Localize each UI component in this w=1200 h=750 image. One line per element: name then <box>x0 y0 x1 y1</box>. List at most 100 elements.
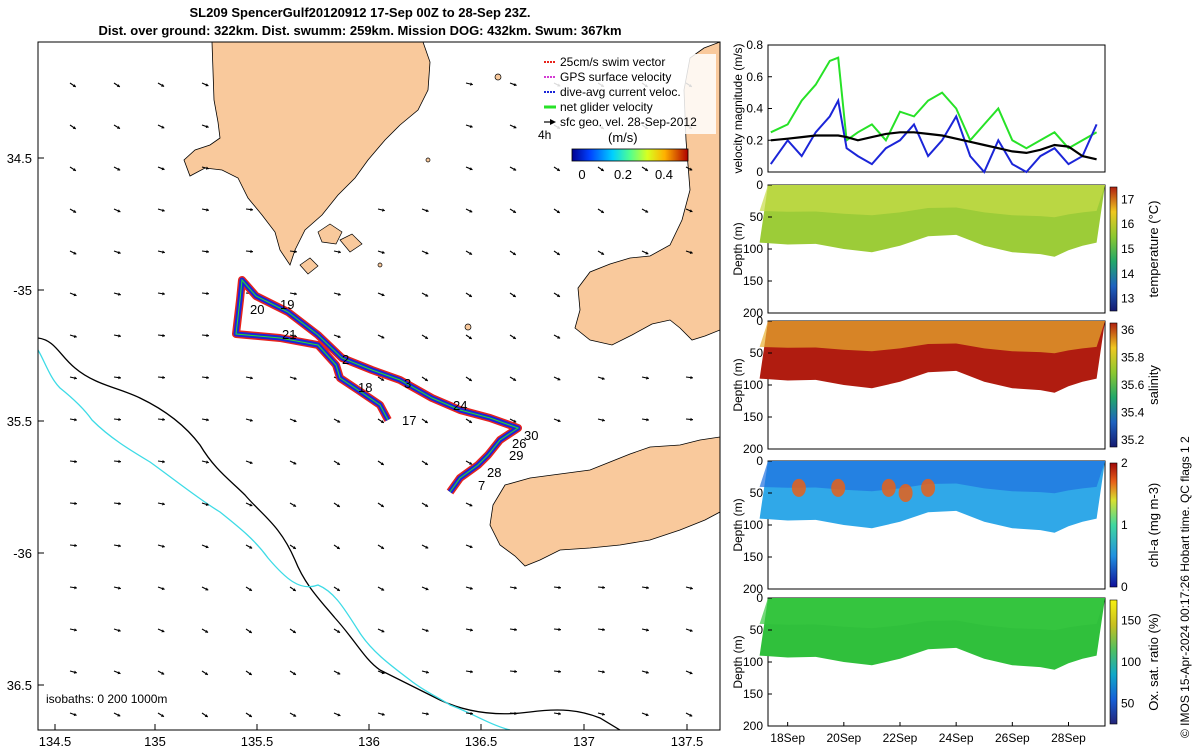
sfc-velocity-arrowhead <box>117 671 121 675</box>
sfc-velocity-arrowhead <box>337 671 341 675</box>
depth-y-tick-label: 50 <box>750 623 764 637</box>
track-day-label: 17 <box>402 413 416 428</box>
sfc-velocity-arrowhead <box>558 712 561 716</box>
colorbar-tick-label: 35.4 <box>1121 406 1145 420</box>
sfc-velocity-arrowhead <box>470 711 473 716</box>
colorbar-tick-label: 2 <box>1121 456 1128 470</box>
sfc-velocity-arrowhead <box>602 585 605 590</box>
sfc-velocity-arrowhead <box>424 378 428 381</box>
depth-y-tick-label: 150 <box>743 410 763 424</box>
sfc-velocity-arrowhead <box>601 376 605 381</box>
velocity-series-line <box>770 56 1098 150</box>
sfc-velocity-arrowhead <box>73 670 77 674</box>
chl-patch <box>881 478 896 497</box>
speed-colorbar <box>571 148 689 162</box>
date-x-tick-label: 18Sep <box>770 731 805 745</box>
sfc-velocity-arrowhead <box>249 418 253 422</box>
map-y-tick-label: 35.5 <box>7 414 32 429</box>
sfc-velocity-arrowhead <box>425 670 429 674</box>
sfc-velocity-arrowhead <box>512 209 516 213</box>
sfc-velocity-arrowhead <box>206 208 209 212</box>
sfc-velocity-arrowhead <box>206 375 209 380</box>
track-day-label: 20 <box>250 302 264 317</box>
sfc-velocity-arrowhead <box>468 419 472 423</box>
section-colorbar-label: temperature (°C) <box>1146 201 1161 298</box>
sfc-velocity-arrowhead <box>117 209 121 213</box>
legend-gps-velocity: GPS surface velocity <box>560 70 671 84</box>
depth-y-tick-label: 200 <box>743 306 763 320</box>
track-day-label: 3 <box>404 376 411 391</box>
sfc-velocity-arrowhead <box>74 376 77 380</box>
sfc-velocity-arrowhead <box>162 459 165 464</box>
net-velocity-trace <box>235 278 520 493</box>
map-y-tick-label: 36.5 <box>7 678 32 693</box>
depth-y-tick-label: 200 <box>743 719 763 733</box>
sfc-velocity-arrowhead <box>73 251 77 255</box>
colorbar-tick-label: 50 <box>1121 696 1135 710</box>
sfc-velocity-arrowhead <box>337 292 341 296</box>
colorbar-tick-label: 13 <box>1121 292 1135 306</box>
depth-panel: 0 50 100 150 200 Depth (m) 35.2 35.4 35.6 35.8 36 s… <box>731 314 1161 456</box>
sfc-velocity-arrowhead <box>337 334 341 339</box>
section-colorbar-label: Ox. sat. ratio (%) <box>1146 613 1161 711</box>
colorbar-tick-label: 36 <box>1121 323 1135 337</box>
land-yorke-peninsula <box>574 42 720 346</box>
sfc-velocity-arrowhead <box>690 375 693 380</box>
sfc-velocity-arrowhead <box>381 250 385 255</box>
track-day-label: 21 <box>282 327 296 342</box>
land-eyre-peninsula <box>183 42 431 266</box>
sfc-velocity-arrowhead <box>161 544 165 548</box>
sfc-velocity-arrowhead <box>249 503 253 507</box>
sfc-velocity-arrowhead <box>118 417 121 422</box>
depth-y-tick-label: 150 <box>743 687 763 701</box>
sfc-velocity-arrowhead <box>470 670 473 674</box>
sfc-velocity-arrowhead <box>74 459 77 464</box>
sfc-velocity-arrowhead <box>557 377 561 381</box>
sfc-velocity-arrowhead <box>424 420 428 423</box>
sfc-velocity-arrowhead <box>337 419 341 423</box>
section-colorbar <box>1109 186 1118 312</box>
sfc-velocity-arrowhead <box>116 84 120 87</box>
sfc-velocity-arrowhead <box>74 585 77 590</box>
sfc-velocity-arrowhead <box>292 630 296 633</box>
track-day-label: 30 <box>524 428 538 443</box>
sfc-velocity-arrowhead <box>74 418 77 422</box>
depth-y-tick-label: 50 <box>750 486 764 500</box>
sfc-velocity-arrowhead <box>601 712 605 716</box>
sfc-velocity-arrowhead <box>602 670 605 674</box>
depth-y-tick-label: 0 <box>756 314 763 328</box>
map-x-tick-label: 137.5 <box>671 734 704 749</box>
sfc-velocity-arrowhead <box>72 126 76 129</box>
sfc-velocity-arrowhead <box>513 377 517 381</box>
colorbar-tick-label: 15 <box>1121 242 1135 256</box>
map-latitude-axis: 34.5 -35 35.5 -36 36.5 <box>7 151 44 693</box>
sfc-velocity-arrowhead <box>425 208 429 213</box>
sfc-velocity-arrowhead <box>381 629 385 633</box>
sfc-velocity-arrowhead <box>248 672 252 675</box>
sfc-velocity-arrowhead <box>204 714 208 717</box>
map-x-tick-label: 135 <box>144 734 166 749</box>
sfc-velocity-arrowhead <box>513 419 517 423</box>
chl-patch <box>921 478 936 497</box>
isobaths-label: isobaths: 0 200 1000m <box>46 692 167 706</box>
colorbar-tick-label: 14 <box>1121 267 1135 281</box>
chart-title-line1: SL209 SpencerGulf20120912 17-Sep 00Z to … <box>189 5 531 20</box>
sfc-velocity-arrowhead <box>689 671 693 675</box>
velocity-series-line <box>770 131 1097 161</box>
section-colorbar-label: chl-a (mg m-3) <box>1146 483 1161 568</box>
depth-y-tick-label: 50 <box>750 346 764 360</box>
sfc-velocity-arrowhead <box>689 628 693 633</box>
sfc-velocity-arrowhead <box>118 375 121 380</box>
depth-y-tick-label: 200 <box>743 582 763 596</box>
sfc-velocity-arrowhead <box>469 167 473 171</box>
sfc-velocity-arrowhead <box>514 669 517 674</box>
depth-ylabel: Depth (m) <box>731 358 745 411</box>
sfc-velocity-arrowhead <box>205 629 209 633</box>
velocity-y-tick-label: 0.4 <box>746 102 763 116</box>
sfc-velocity-arrowhead <box>512 336 516 339</box>
sfc-velocity-arrowhead <box>468 336 472 339</box>
sfc-velocity-arrowhead <box>425 587 429 591</box>
isobath-200m <box>38 337 621 730</box>
legend-swim-vector: 25cm/s swim vector <box>560 55 665 69</box>
